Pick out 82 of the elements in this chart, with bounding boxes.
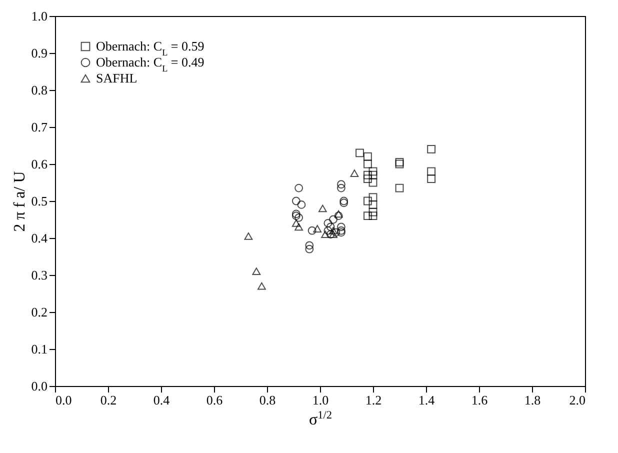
y-tick-label: 0.9 bbox=[31, 46, 48, 60]
point bbox=[329, 226, 338, 234]
point bbox=[313, 225, 322, 232]
point bbox=[363, 174, 372, 184]
x-axis-title: σ$^{1/2}$ bbox=[309, 410, 332, 428]
x-tick-label: 1.2 bbox=[365, 392, 382, 408]
point bbox=[326, 230, 335, 238]
point bbox=[356, 148, 364, 158]
point bbox=[395, 158, 404, 166]
legend-label: Obernach: C$_{L}$ = 0.59 bbox=[96, 38, 204, 58]
point bbox=[326, 222, 335, 232]
point bbox=[244, 232, 253, 240]
y-tick-label: 0.2 bbox=[31, 304, 48, 320]
point bbox=[294, 223, 304, 231]
x-tick-label: 1.6 bbox=[471, 392, 488, 408]
point bbox=[321, 230, 330, 238]
point bbox=[427, 174, 436, 184]
point bbox=[292, 196, 300, 206]
point bbox=[297, 200, 306, 209]
point bbox=[334, 212, 343, 220]
y-tick-label: 0.3 bbox=[31, 268, 48, 282]
point bbox=[368, 193, 378, 202]
point bbox=[324, 226, 332, 235]
point bbox=[336, 180, 346, 189]
point bbox=[368, 208, 378, 216]
point bbox=[292, 212, 300, 220]
point bbox=[363, 196, 372, 206]
y-tick-label: 0.7 bbox=[31, 120, 48, 134]
point bbox=[305, 241, 314, 250]
point bbox=[292, 210, 300, 218]
x-tick-label: 1.8 bbox=[524, 392, 541, 408]
point bbox=[336, 228, 346, 237]
point bbox=[336, 222, 346, 232]
point bbox=[336, 184, 346, 192]
point bbox=[363, 212, 372, 220]
point bbox=[294, 213, 304, 222]
point bbox=[329, 230, 338, 238]
point bbox=[329, 215, 338, 224]
y-tick-label: 0.6 bbox=[31, 156, 48, 172]
point bbox=[368, 178, 378, 187]
point bbox=[368, 167, 378, 176]
x-tick-label: 1.0 bbox=[312, 392, 329, 408]
point bbox=[305, 244, 314, 254]
point bbox=[294, 184, 304, 192]
y-tick-label: 0.8 bbox=[31, 82, 48, 98]
point bbox=[363, 170, 372, 180]
point bbox=[252, 268, 261, 276]
point bbox=[324, 219, 332, 228]
y-axis-title: 2 π f a/ U bbox=[11, 170, 28, 232]
x-tick-label: 0.4 bbox=[153, 392, 170, 408]
legend-label: Obernach: C$_{L}$ = 0.49 bbox=[96, 54, 204, 74]
point bbox=[318, 204, 327, 212]
point bbox=[395, 184, 404, 192]
y-tick-label: 1.0 bbox=[31, 8, 48, 24]
x-tick-label: 0.6 bbox=[206, 392, 224, 408]
point bbox=[395, 160, 404, 168]
point bbox=[332, 228, 340, 237]
y-tick-label: 0.1 bbox=[31, 342, 48, 356]
x-tick-label: 0.8 bbox=[259, 392, 276, 408]
y-tick-label: 0.4 bbox=[31, 230, 48, 246]
x-tick-label: 2.0 bbox=[569, 392, 586, 408]
point bbox=[368, 200, 378, 209]
x-tick-label: 0.2 bbox=[100, 392, 117, 408]
x-tick-label: 1.4 bbox=[418, 392, 436, 408]
point bbox=[350, 170, 359, 177]
point bbox=[308, 226, 316, 235]
point bbox=[340, 196, 348, 206]
point bbox=[336, 226, 346, 235]
point bbox=[257, 282, 266, 290]
legend-label: SAFHL bbox=[96, 70, 138, 86]
point bbox=[363, 152, 372, 161]
point bbox=[368, 170, 378, 180]
point bbox=[292, 219, 300, 227]
point bbox=[340, 198, 348, 208]
point bbox=[368, 212, 378, 220]
y-tick-label: 0.5 bbox=[31, 194, 48, 208]
point bbox=[427, 167, 436, 176]
y-tick-label: 0.0 bbox=[31, 378, 48, 394]
point bbox=[427, 144, 436, 154]
x-tick-label: 0.0 bbox=[56, 392, 72, 408]
point bbox=[334, 210, 343, 218]
point bbox=[363, 160, 372, 168]
